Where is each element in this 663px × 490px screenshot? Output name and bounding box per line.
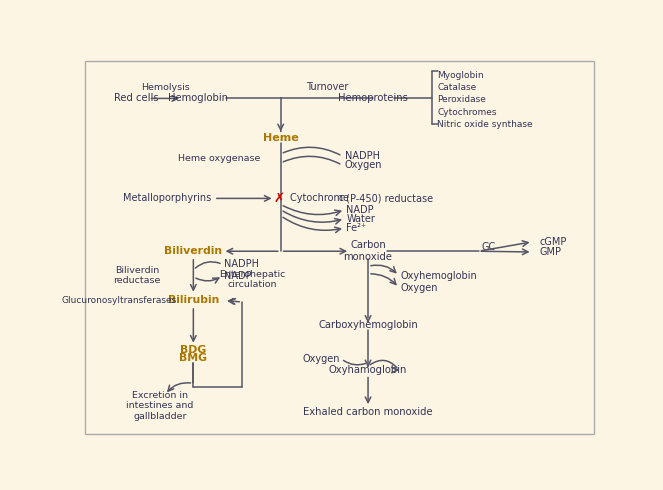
- Text: Red cells: Red cells: [114, 94, 158, 103]
- Text: Hemoglobin: Hemoglobin: [168, 94, 229, 103]
- Text: Fe²⁺: Fe²⁺: [347, 223, 367, 233]
- Text: Nitric oxide synthase: Nitric oxide synthase: [438, 120, 533, 129]
- Text: ✗: ✗: [274, 192, 284, 205]
- Text: Water: Water: [347, 214, 375, 224]
- Text: Oxyhemoglobin: Oxyhemoglobin: [400, 271, 477, 281]
- Text: Hemolysis: Hemolysis: [141, 83, 190, 92]
- Text: Excretion in
intestines and
gallbladder: Excretion in intestines and gallbladder: [126, 391, 194, 421]
- Text: Oxyhamoglobin: Oxyhamoglobin: [329, 365, 407, 375]
- Text: Biliverdin
reductase: Biliverdin reductase: [113, 266, 160, 286]
- Text: Cytochromes: Cytochromes: [438, 108, 497, 117]
- Text: cGMP: cGMP: [539, 237, 566, 247]
- Text: Myoglobin: Myoglobin: [438, 71, 484, 80]
- Text: Peroxidase: Peroxidase: [438, 96, 486, 104]
- Text: Oxygen: Oxygen: [400, 283, 438, 293]
- Text: Oxygen: Oxygen: [345, 160, 383, 170]
- Text: Catalase: Catalase: [438, 83, 477, 92]
- Text: (P-450) reductase: (P-450) reductase: [343, 194, 434, 203]
- Text: Turnover: Turnover: [306, 82, 348, 92]
- Text: Cytochrome: Cytochrome: [290, 194, 352, 203]
- Text: Carbon
monoxide: Carbon monoxide: [343, 241, 392, 262]
- Text: Biliverdin: Biliverdin: [164, 246, 222, 256]
- FancyBboxPatch shape: [86, 61, 594, 434]
- Text: c: c: [339, 194, 344, 203]
- Text: Oxygen: Oxygen: [302, 354, 340, 364]
- Text: NADPH: NADPH: [345, 151, 380, 161]
- Text: BMG: BMG: [180, 353, 208, 363]
- Text: GC: GC: [482, 243, 496, 252]
- Text: Heme: Heme: [263, 133, 298, 143]
- Text: Exhaled carbon monoxide: Exhaled carbon monoxide: [303, 407, 433, 416]
- Text: GMP: GMP: [539, 247, 561, 257]
- Text: Heme oxygenase: Heme oxygenase: [178, 154, 260, 163]
- Text: NADPH: NADPH: [224, 259, 259, 270]
- Text: NADP: NADP: [347, 205, 374, 215]
- Text: NADP: NADP: [224, 271, 252, 281]
- Text: Hemoproteins: Hemoproteins: [338, 94, 408, 103]
- Text: Glucuronosyltransferases: Glucuronosyltransferases: [61, 296, 176, 305]
- Text: Metalloporphyrins: Metalloporphyrins: [123, 194, 211, 203]
- Text: BDG: BDG: [180, 345, 206, 355]
- Text: Enterohepatic
circulation: Enterohepatic circulation: [219, 270, 286, 289]
- Text: Carboxyhemoglobin: Carboxyhemoglobin: [318, 320, 418, 330]
- Text: Bilirubin: Bilirubin: [168, 295, 219, 305]
